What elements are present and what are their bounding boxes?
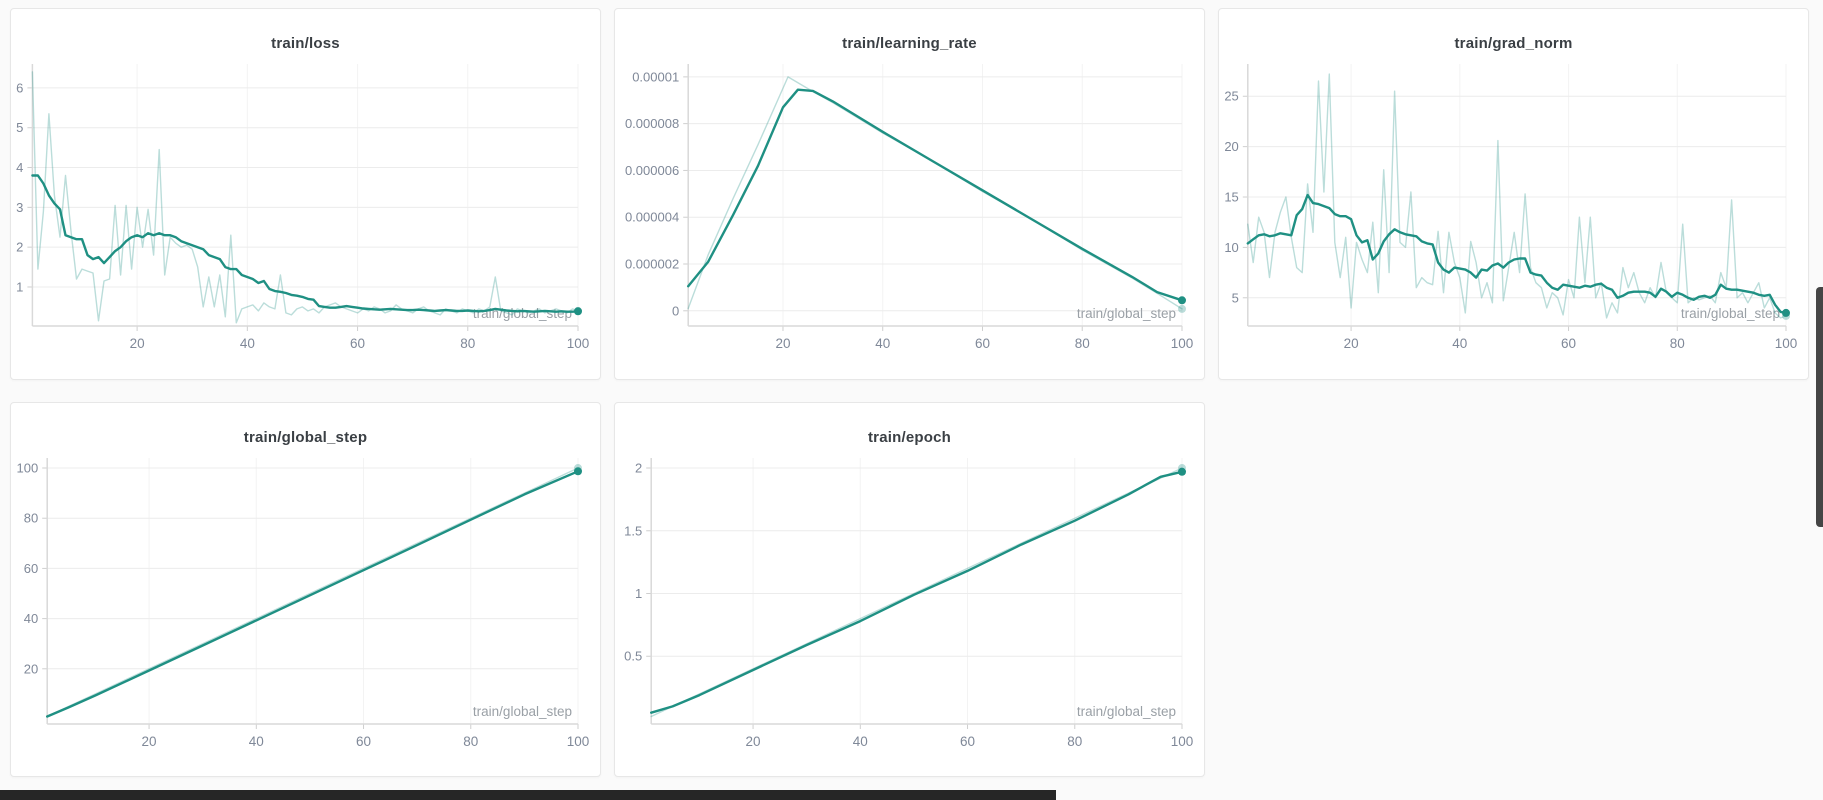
scrollbar-thumb[interactable] bbox=[1816, 287, 1823, 527]
chart-plot[interactable]: 20 40 60 80 100 1 2 3 4 5 6 train/global_step bbox=[11, 54, 600, 370]
svg-text:80: 80 bbox=[460, 336, 475, 351]
panel-train-loss[interactable]: train/loss 20 40 60 80 100 1 2 3 4 5 6 train/global… bbox=[10, 8, 601, 380]
svg-text:3: 3 bbox=[16, 200, 23, 215]
svg-text:0: 0 bbox=[672, 303, 679, 318]
svg-text:60: 60 bbox=[24, 561, 38, 576]
svg-text:15: 15 bbox=[1224, 190, 1238, 205]
svg-text:10: 10 bbox=[1224, 240, 1238, 255]
svg-text:40: 40 bbox=[24, 611, 38, 626]
svg-text:40: 40 bbox=[853, 734, 868, 749]
bottom-window-edge bbox=[0, 790, 1056, 800]
svg-text:20: 20 bbox=[1224, 139, 1238, 154]
svg-text:40: 40 bbox=[875, 336, 890, 351]
panel-train-epoch[interactable]: train/epoch 20 40 60 80 100 0.5 1 1.5 2 train/glo… bbox=[614, 402, 1205, 777]
svg-text:80: 80 bbox=[1067, 734, 1082, 749]
svg-text:40: 40 bbox=[249, 734, 264, 749]
svg-text:0.000006: 0.000006 bbox=[625, 163, 679, 178]
svg-text:1.5: 1.5 bbox=[624, 523, 642, 538]
svg-text:5: 5 bbox=[1232, 290, 1239, 305]
svg-text:0.000002: 0.000002 bbox=[625, 257, 679, 272]
svg-text:60: 60 bbox=[356, 734, 371, 749]
svg-text:100: 100 bbox=[1775, 336, 1798, 351]
svg-text:100: 100 bbox=[1171, 336, 1194, 351]
svg-text:60: 60 bbox=[975, 336, 990, 351]
svg-text:40: 40 bbox=[1452, 336, 1467, 351]
svg-text:0.5: 0.5 bbox=[624, 649, 642, 664]
svg-text:4: 4 bbox=[16, 160, 23, 175]
svg-text:25: 25 bbox=[1224, 89, 1238, 104]
chart-title: train/global_step bbox=[243, 429, 368, 446]
panel-train-learning-rate[interactable]: train/learning_rate 20 40 60 80 100 0 0.000002… bbox=[614, 8, 1205, 380]
chart-plot[interactable]: 20 40 60 80 100 0 0.000002 0.000004 0.000006 0.00… bbox=[615, 54, 1204, 370]
chart-plot[interactable]: 20 40 60 80 100 20 40 60 80 100 train/global_step bbox=[11, 448, 600, 768]
chart-title: train/loss bbox=[271, 35, 340, 52]
panel-train-grad-norm[interactable]: train/grad_norm 20 40 60 80 100 5 10 15 20 25 trai… bbox=[1218, 8, 1809, 380]
svg-text:1: 1 bbox=[16, 279, 23, 294]
svg-text:0.00001: 0.00001 bbox=[632, 69, 679, 84]
panel-train-global-step[interactable]: train/global_step 20 40 60 80 100 20 40 60 80 100… bbox=[10, 402, 601, 777]
svg-text:80: 80 bbox=[24, 511, 38, 526]
svg-text:train/global_step: train/global_step bbox=[1681, 306, 1780, 321]
svg-text:20: 20 bbox=[24, 661, 38, 676]
svg-text:train/global_step: train/global_step bbox=[1077, 704, 1176, 719]
svg-text:0.000004: 0.000004 bbox=[625, 210, 679, 225]
svg-text:80: 80 bbox=[1670, 336, 1685, 351]
svg-text:train/global_step: train/global_step bbox=[473, 704, 572, 719]
svg-text:6: 6 bbox=[16, 80, 23, 95]
svg-text:train/global_step: train/global_step bbox=[1077, 306, 1176, 321]
svg-text:100: 100 bbox=[567, 734, 590, 749]
empty-grid-cell bbox=[1218, 402, 1809, 777]
svg-text:20: 20 bbox=[746, 734, 761, 749]
svg-text:60: 60 bbox=[350, 336, 365, 351]
chart-title: train/grad_norm bbox=[1454, 35, 1573, 52]
svg-text:100: 100 bbox=[1171, 734, 1194, 749]
svg-text:20: 20 bbox=[1344, 336, 1359, 351]
svg-text:20: 20 bbox=[142, 734, 157, 749]
svg-text:100: 100 bbox=[567, 336, 590, 351]
svg-text:1: 1 bbox=[635, 586, 642, 601]
chart-plot[interactable]: 20 40 60 80 100 5 10 15 20 25 train/global_step bbox=[1219, 54, 1808, 370]
chart-title: train/learning_rate bbox=[842, 35, 977, 52]
svg-text:60: 60 bbox=[960, 734, 975, 749]
svg-text:20: 20 bbox=[775, 336, 790, 351]
svg-text:60: 60 bbox=[1561, 336, 1576, 351]
svg-text:20: 20 bbox=[130, 336, 145, 351]
chart-title: train/epoch bbox=[867, 429, 952, 446]
svg-text:80: 80 bbox=[1075, 336, 1090, 351]
charts-grid: train/loss 20 40 60 80 100 1 2 3 4 5 6 train/global… bbox=[10, 8, 1809, 777]
svg-text:100: 100 bbox=[16, 461, 38, 476]
svg-text:5: 5 bbox=[16, 120, 23, 135]
svg-text:2: 2 bbox=[16, 240, 23, 255]
svg-text:2: 2 bbox=[635, 461, 642, 476]
svg-text:0.000008: 0.000008 bbox=[625, 116, 679, 131]
svg-text:40: 40 bbox=[240, 336, 255, 351]
svg-text:80: 80 bbox=[463, 734, 478, 749]
chart-plot[interactable]: 20 40 60 80 100 0.5 1 1.5 2 train/global_step bbox=[615, 448, 1204, 768]
